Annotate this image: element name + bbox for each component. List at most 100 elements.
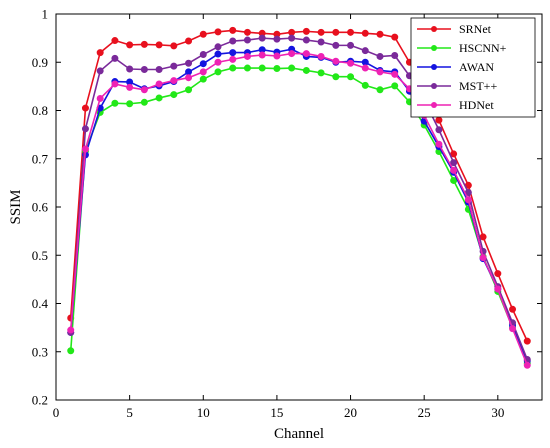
x-tick-label: 15: [270, 405, 283, 420]
y-tick-label: 0.3: [32, 344, 48, 359]
data-point: [435, 126, 443, 134]
data-point: [391, 33, 399, 41]
data-point: [347, 28, 355, 36]
data-point: [140, 65, 148, 73]
y-tick-label: 0.2: [32, 393, 48, 408]
plot-lines: [67, 26, 531, 369]
data-point: [170, 77, 178, 85]
data-point: [509, 325, 517, 333]
data-point: [170, 91, 178, 99]
data-point: [258, 51, 266, 59]
data-point: [361, 47, 369, 55]
x-tick-label: 20: [344, 405, 357, 420]
data-point: [479, 254, 487, 262]
data-point: [170, 62, 178, 70]
data-point: [214, 50, 222, 58]
data-point: [376, 52, 384, 60]
legend-item: MST++: [417, 79, 497, 93]
data-point: [243, 36, 251, 44]
data-point: [361, 58, 369, 66]
legend-item: AWAN: [417, 60, 494, 74]
y-tick-label: 0.8: [32, 103, 48, 118]
data-point: [391, 82, 399, 90]
data-point: [361, 29, 369, 37]
legend-label: MST++: [459, 79, 497, 93]
x-tick-label: 0: [53, 405, 60, 420]
data-point: [111, 99, 119, 107]
data-point: [258, 34, 266, 42]
x-tick-label: 5: [126, 405, 133, 420]
data-point: [140, 98, 148, 106]
data-point: [450, 166, 458, 174]
legend-marker: [431, 102, 437, 108]
data-point: [523, 361, 531, 369]
data-point: [126, 83, 134, 91]
data-point: [214, 43, 222, 51]
legend: SRNet HSCNN+ AWAN MST++ HDNet: [410, 17, 536, 118]
legend-marker: [431, 26, 437, 32]
data-point: [450, 176, 458, 184]
data-point: [258, 64, 266, 72]
data-point: [361, 64, 369, 72]
data-point: [81, 104, 89, 112]
data-point: [288, 28, 296, 36]
x-axis-label: Channel: [274, 426, 324, 442]
data-point: [288, 34, 296, 42]
legend-label: SRNet: [459, 22, 492, 36]
data-point: [67, 326, 75, 334]
data-point: [376, 86, 384, 94]
legend-label: AWAN: [459, 60, 494, 74]
y-tick-label: 0.4: [32, 296, 49, 311]
data-point: [450, 150, 458, 158]
data-point: [302, 27, 310, 35]
data-point: [332, 28, 340, 36]
y-tick-label: 1: [42, 7, 49, 22]
data-point: [243, 28, 251, 36]
data-point: [435, 140, 443, 148]
y-tick-label: 0.6: [32, 200, 49, 215]
legend-label: HSCNN+: [459, 41, 507, 55]
legend-item: HDNet: [417, 98, 494, 112]
y-tick-label: 0.9: [32, 55, 48, 70]
data-point: [81, 145, 89, 153]
data-point: [494, 270, 502, 278]
data-point: [140, 40, 148, 48]
data-point: [155, 41, 163, 49]
data-point: [302, 50, 310, 58]
data-point: [347, 73, 355, 81]
data-point: [185, 86, 193, 94]
data-point: [199, 30, 207, 38]
data-point: [479, 233, 487, 241]
x-tick-label: 10: [197, 405, 210, 420]
data-point: [67, 347, 75, 355]
series-hdnet: [67, 50, 531, 369]
data-point: [450, 159, 458, 167]
data-point: [126, 41, 134, 49]
data-point: [199, 51, 207, 59]
data-point: [523, 337, 531, 345]
y-tick-label: 0.5: [32, 248, 48, 263]
data-point: [111, 80, 119, 88]
data-point: [302, 36, 310, 44]
data-point: [214, 28, 222, 36]
x-tick-label: 30: [491, 405, 504, 420]
legend-label: HDNet: [459, 98, 494, 112]
data-point: [317, 52, 325, 60]
data-point: [96, 94, 104, 102]
data-point: [229, 26, 237, 34]
data-point: [317, 38, 325, 46]
data-point: [243, 64, 251, 72]
data-point: [288, 64, 296, 72]
data-point: [332, 73, 340, 81]
data-point: [288, 50, 296, 58]
data-point: [243, 52, 251, 60]
y-axis-label: SSIM: [8, 189, 24, 224]
data-point: [494, 285, 502, 293]
legend-marker: [431, 45, 437, 51]
data-point: [126, 65, 134, 73]
legend-item: SRNet: [417, 22, 492, 36]
data-point: [199, 75, 207, 83]
data-point: [214, 68, 222, 76]
x-tick-label: 25: [418, 405, 431, 420]
